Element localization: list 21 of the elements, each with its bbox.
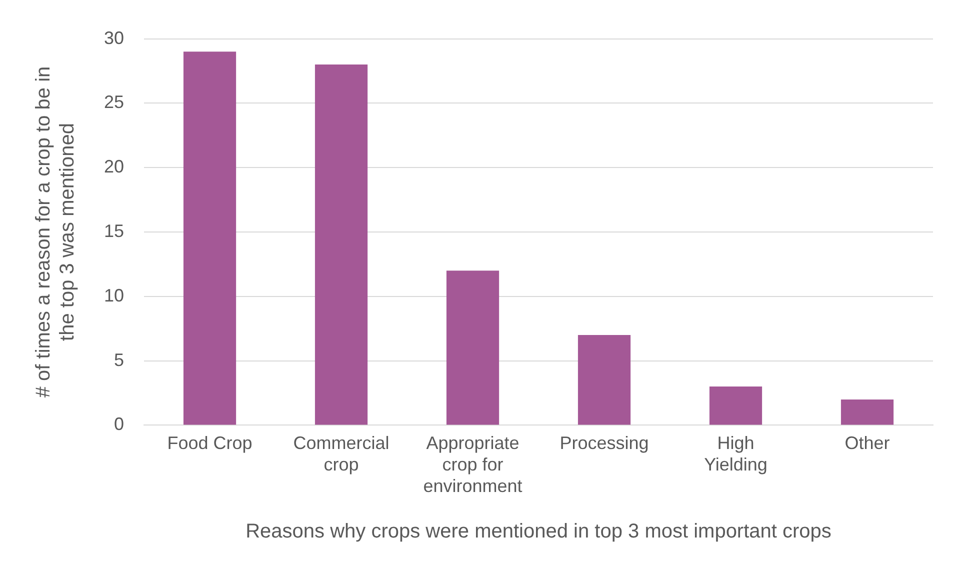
y-tick-label: 0 — [114, 414, 124, 434]
bar — [578, 335, 631, 425]
x-tick-label: High Yielding — [704, 432, 768, 475]
bar — [709, 386, 762, 425]
y-tick-label: 10 — [104, 285, 124, 306]
y-axis-title: # of times a reason for a crop to be in the top 3 was mentioned — [32, 66, 79, 398]
x-tick-label: Processing — [560, 432, 649, 453]
y-tick-label: 5 — [114, 350, 124, 370]
y-tick-label: 30 — [104, 28, 124, 48]
bar — [183, 52, 236, 425]
x-tick-label: Appropriate crop for environment — [423, 432, 522, 496]
bar — [446, 270, 500, 425]
y-tick-label: 25 — [104, 92, 124, 112]
bar — [314, 64, 368, 425]
bar — [840, 399, 894, 425]
x-tick-label: Food Crop — [167, 432, 252, 453]
x-tick-label: Other — [844, 432, 890, 453]
x-tick-label: Commercial crop — [293, 432, 390, 475]
y-tick-label: 20 — [104, 156, 124, 177]
y-tick-label: 15 — [104, 220, 124, 241]
x-axis-title: Reasons why crops were mentioned in top 3 most important crops — [246, 520, 832, 543]
